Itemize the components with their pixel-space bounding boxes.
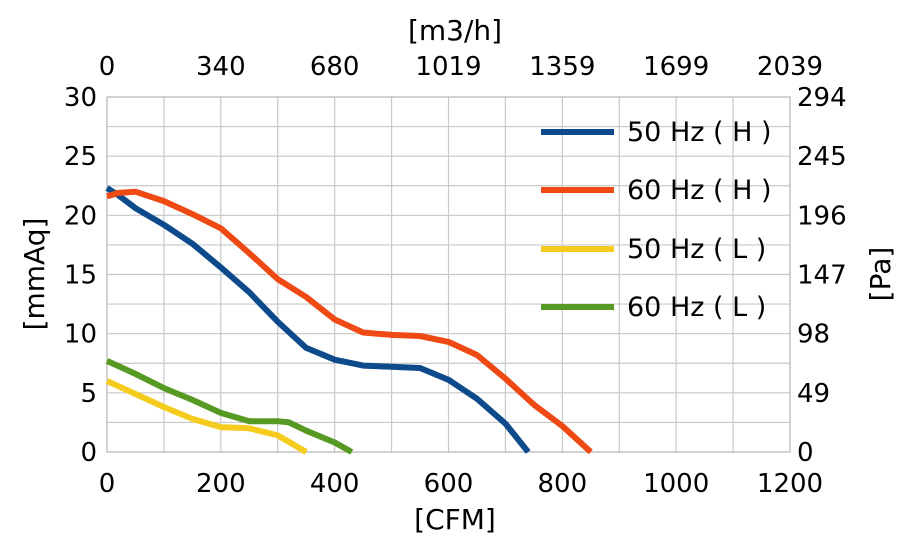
legend-label-50hz-h: 50 Hz ( H ) (627, 117, 772, 148)
plot-frame (106, 96, 791, 453)
series-lines (105, 185, 593, 455)
x-top-tick-label: 1019 (415, 52, 481, 82)
y-left-tick-label: 15 (64, 261, 97, 291)
series-line-2 (105, 378, 308, 455)
series-line-0 (105, 185, 531, 454)
legend-label-50hz-l: 50 Hz ( L ) (627, 234, 766, 265)
y-right-tick-label: 98 (797, 320, 830, 350)
y-right-tick-label: 196 (797, 201, 847, 231)
x-bottom-tick-label: 800 (538, 469, 588, 499)
x-bottom-tick-label: 1200 (757, 469, 823, 499)
x-top-axis-title: [m3/h] (408, 14, 502, 47)
x-top-tick-label: 680 (310, 52, 360, 82)
y-right-tick-label: 0 (797, 438, 814, 468)
x-bottom-tick-label: 200 (196, 469, 246, 499)
y-right-tick-label: 294 (797, 83, 847, 113)
y-left-axis-title: [mmAq] (18, 218, 51, 331)
x-top-tick-label: 0 (99, 52, 116, 82)
x-bottom-tick-label: 400 (310, 469, 360, 499)
x-top-tick-label: 340 (196, 52, 246, 82)
x-top-tick-label: 1699 (643, 52, 709, 82)
y-left-tick-label: 10 (64, 320, 97, 350)
y-right-tick-label: 147 (797, 261, 847, 291)
x-top-tick-label: 1359 (529, 52, 595, 82)
x-bottom-tick-label: 600 (424, 469, 474, 499)
y-right-axis-title: [Pa] (864, 247, 897, 302)
series-line-1 (106, 188, 593, 455)
y-left-tick-label: 20 (64, 201, 97, 231)
x-bottom-axis-title: [CFM] (414, 503, 496, 536)
legend-label-60hz-h: 60 Hz ( H ) (627, 175, 772, 206)
x-top-tick-label: 2039 (757, 52, 823, 82)
y-right-tick-label: 245 (797, 142, 847, 172)
y-left-tick-label: 30 (64, 83, 97, 113)
y-right-tick-label: 49 (797, 379, 830, 409)
y-left-tick-label: 5 (80, 379, 97, 409)
x-bottom-tick-label: 1000 (643, 469, 709, 499)
x-bottom-tick-label: 0 (99, 469, 116, 499)
grid (107, 97, 790, 452)
y-left-tick-label: 25 (64, 142, 97, 172)
legend-label-60hz-l: 60 Hz ( L ) (627, 292, 766, 323)
series-line-3 (105, 358, 354, 455)
y-left-tick-label: 0 (80, 438, 97, 468)
legend: 50 Hz ( H ) 60 Hz ( H ) 50 Hz ( L ) 60 H… (541, 117, 772, 323)
